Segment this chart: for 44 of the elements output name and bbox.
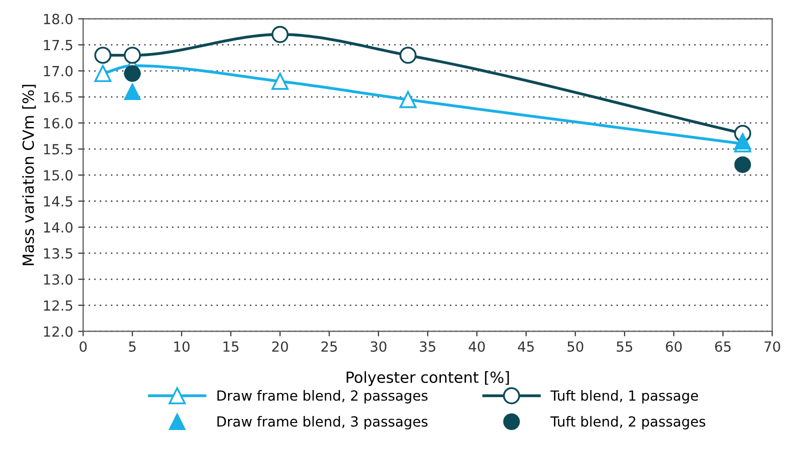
point xyxy=(124,65,141,82)
y-tick-label: 12.5 xyxy=(44,300,72,311)
y-tick-label: 14.5 xyxy=(44,196,72,207)
x-axis-title: Polyester content [%] xyxy=(346,371,509,386)
point xyxy=(271,26,289,43)
y-tick-label: 13.0 xyxy=(44,274,73,285)
x-tick-label: 40 xyxy=(468,341,485,352)
point xyxy=(271,72,289,90)
x-tick-label: 5 xyxy=(129,342,136,352)
y-tick-label: 15.5 xyxy=(44,144,72,155)
y-tick-label: 17.0 xyxy=(44,66,73,76)
y-tick-label: 15.0 xyxy=(44,170,73,181)
y-tick-label: 17.5 xyxy=(44,40,72,50)
legend-label: Tuft blend, 1 passage xyxy=(550,390,698,404)
point xyxy=(124,83,141,100)
x-tick-label: 55 xyxy=(616,342,632,352)
y-tick-label: 16.0 xyxy=(44,118,73,128)
x-tick-label: 70 xyxy=(764,341,780,352)
x-tick-label: 45 xyxy=(518,342,534,352)
legend-label: Tuft blend, 2 passages xyxy=(550,416,706,430)
x-tick-label: 65 xyxy=(715,341,731,352)
x-tick-label: 50 xyxy=(568,341,584,352)
point xyxy=(399,91,417,108)
legend-label: Draw frame blend, 2 passages xyxy=(217,390,428,404)
x-tick-label: 35 xyxy=(420,341,436,352)
y-tick-label: 12.0 xyxy=(44,326,73,337)
x-tick-label: 10 xyxy=(174,341,190,352)
x-tick-label: 60 xyxy=(666,341,682,352)
x-tick-label: 15 xyxy=(224,342,238,352)
x-tick-label: 20 xyxy=(272,341,288,352)
point xyxy=(734,156,752,173)
y-tick-label: 14.0 xyxy=(44,222,73,233)
point xyxy=(399,46,417,64)
y-axis-title: Mass variation CVm [%] xyxy=(22,84,36,266)
x-tick-label: 30 xyxy=(370,341,386,352)
y-tick-label: 13.5 xyxy=(44,248,72,259)
x-tick-label: 0 xyxy=(80,341,87,352)
legend-label: Draw frame blend, 3 passages xyxy=(217,416,428,430)
x-tick-label: 25 xyxy=(321,341,337,352)
point xyxy=(94,64,112,82)
y-tick-label: 18.0 xyxy=(44,14,73,24)
point xyxy=(94,46,112,64)
y-tick-label: 16.5 xyxy=(44,92,72,102)
point xyxy=(124,46,141,64)
